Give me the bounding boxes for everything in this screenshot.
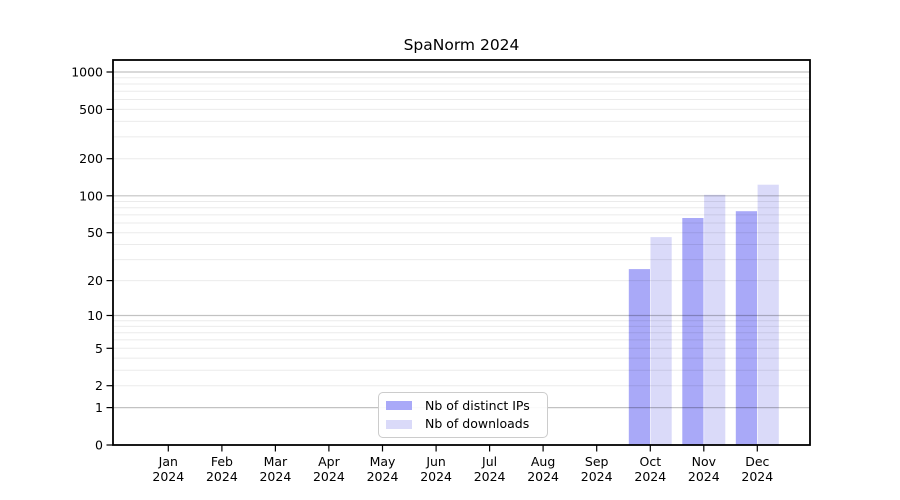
x-tick-label: May 2024 xyxy=(367,454,399,484)
x-tick-label: Dec 2024 xyxy=(741,454,773,484)
legend: Nb of distinct IPs Nb of downloads xyxy=(378,392,548,438)
bar-dec-series1 xyxy=(757,184,779,445)
y-tick-label: 1000 xyxy=(71,65,103,80)
x-tick-label: Sep 2024 xyxy=(581,454,613,484)
x-tick-label: Aug 2024 xyxy=(527,454,559,484)
y-tick-label: 500 xyxy=(79,102,103,117)
y-tick-label: 1 xyxy=(95,400,103,415)
legend-label-distinct-ips: Nb of distinct IPs xyxy=(425,397,530,413)
bar-nov-series0 xyxy=(682,218,704,445)
y-tick-label: 0 xyxy=(95,438,103,453)
x-tick-label: Jan 2024 xyxy=(152,454,184,484)
y-tick-label: 200 xyxy=(79,151,103,166)
x-tick-label: Jul 2024 xyxy=(474,454,506,484)
legend-item-downloads: Nb of downloads xyxy=(386,416,547,431)
bar-nov-series1 xyxy=(704,194,726,445)
legend-label-downloads: Nb of downloads xyxy=(425,416,530,431)
legend-swatch-distinct-ips xyxy=(386,401,412,411)
y-tick-label: 5 xyxy=(95,341,103,356)
x-tick-label: Oct 2024 xyxy=(634,454,666,484)
x-tick-label: Jun 2024 xyxy=(420,454,452,484)
y-tick-label: 50 xyxy=(87,225,103,240)
x-tick-label: Feb 2024 xyxy=(206,454,238,484)
bar-dec-series0 xyxy=(735,211,757,445)
legend-item-distinct-ips: Nb of distinct IPs xyxy=(386,397,547,413)
legend-swatch-downloads xyxy=(386,419,412,429)
plot-frame xyxy=(112,59,811,446)
y-tick-label: 20 xyxy=(87,273,103,288)
bar-oct-series1 xyxy=(650,237,672,445)
y-tick-label: 100 xyxy=(79,188,103,203)
x-tick-label: Apr 2024 xyxy=(313,454,345,484)
x-tick-label: Nov 2024 xyxy=(688,454,720,484)
chart-title: SpaNorm 2024 xyxy=(403,36,520,54)
y-tick-label: 2 xyxy=(95,378,103,393)
y-tick-label: 10 xyxy=(87,308,103,323)
bar-oct-series0 xyxy=(628,269,650,445)
x-tick-label: Mar 2024 xyxy=(259,454,291,484)
